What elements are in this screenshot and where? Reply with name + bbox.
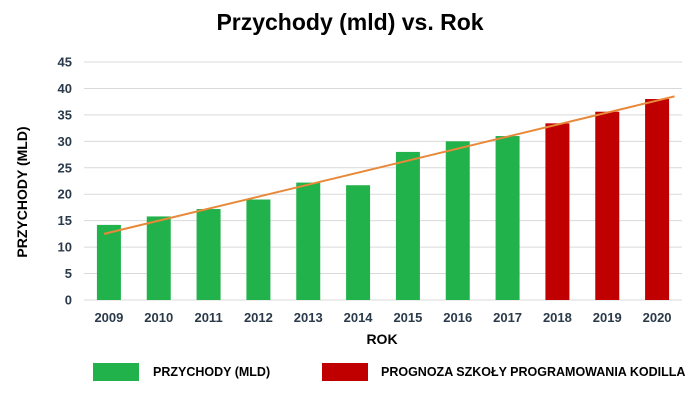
legend: PRZYCHODY (MLD) PROGNOZA SZKOŁY PROGRAMO… [93,363,685,381]
y-axis-label: PRZYCHODY (MLD) [14,126,30,257]
chart-title: Przychody (mld) vs. Rok [216,9,483,35]
bar-revenue [395,151,420,300]
bar-revenue [146,216,171,300]
bar-revenue [495,136,520,300]
x-tick-label: 2011 [194,310,222,325]
y-tick-label: 45 [58,55,72,70]
bar-revenue [346,185,371,300]
legend-label-revenue: PRZYCHODY (MLD) [153,365,270,379]
y-tick-label: 5 [65,266,72,281]
y-axis-ticks: 0 5 10 15 20 25 30 35 40 45 [58,55,72,308]
trendline-layer [103,95,675,235]
y-tick-label: 25 [58,160,72,175]
x-axis-ticks: 2009 2010 2011 2012 2013 2014 2015 2016 2017 2018… [94,310,671,325]
x-axis-label: ROK [366,331,397,347]
bar-revenue [246,199,271,300]
x-tick-label: 2012 [244,310,273,325]
x-tick-label: 2018 [543,310,572,325]
legend-swatch-revenue [93,363,139,381]
trendline [103,95,675,235]
bar-revenue [445,141,470,300]
x-tick-label: 2010 [144,310,173,325]
gridlines [84,61,682,301]
x-tick-label: 2013 [294,310,323,325]
y-tick-label: 40 [58,81,72,96]
legend-swatch-forecast [322,363,368,381]
bar-revenue [296,182,321,300]
x-tick-label: 2020 [643,310,672,325]
x-tick-label: 2009 [94,310,123,325]
y-tick-label: 35 [58,107,72,122]
x-tick-label: 2017 [493,310,522,325]
bar-forecast [595,111,620,301]
legend-label-forecast: PROGNOZA SZKOŁY PROGRAMOWANIA KODILLA [381,365,685,379]
bar-forecast [545,123,570,301]
bars [96,99,670,301]
bar-forecast [645,99,670,301]
bar-revenue [196,209,221,300]
y-tick-label: 15 [58,213,72,228]
y-tick-label: 30 [58,134,72,149]
bar-revenue [96,224,121,300]
y-tick-label: 0 [65,293,72,308]
x-tick-label: 2019 [593,310,622,325]
y-tick-label: 20 [58,187,72,202]
x-tick-label: 2014 [344,310,374,325]
x-tick-label: 2015 [393,310,422,325]
x-tick-label: 2016 [443,310,472,325]
y-tick-label: 10 [58,240,72,255]
